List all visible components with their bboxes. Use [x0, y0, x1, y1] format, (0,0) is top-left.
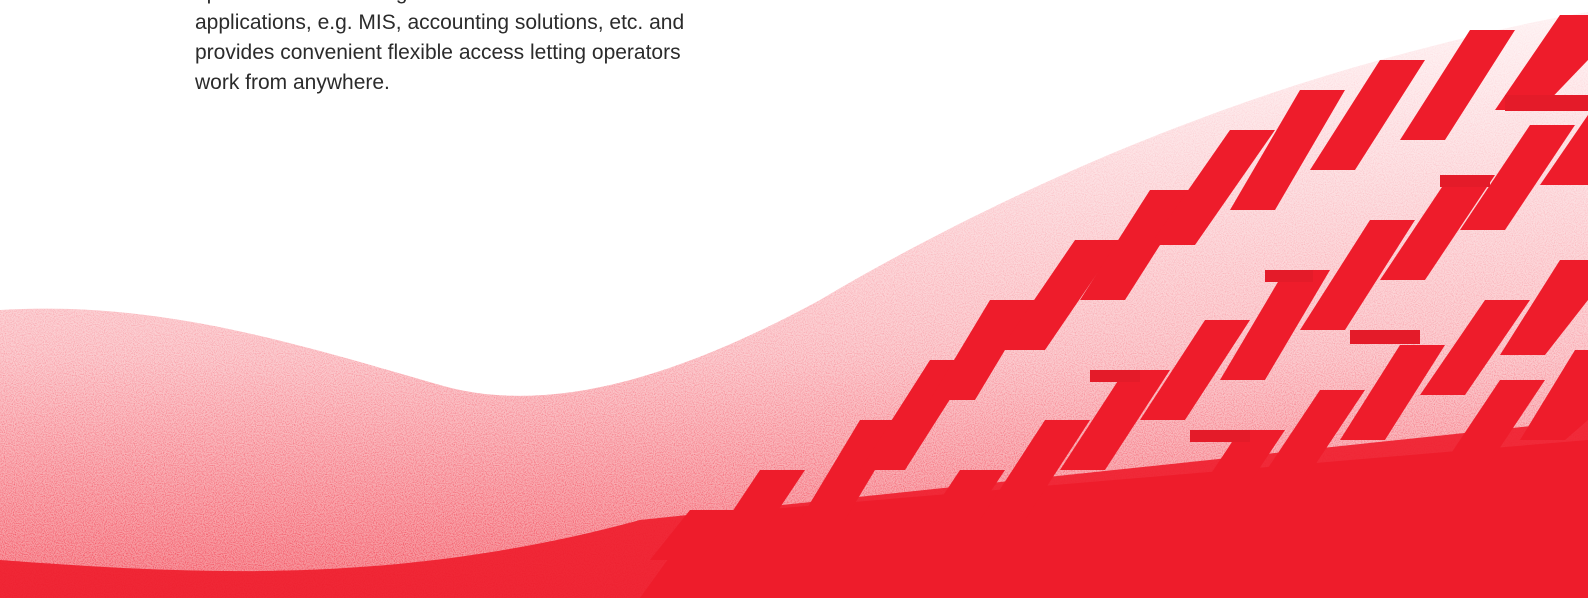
- bottom-divider: [0, 598, 1588, 607]
- description-text: operations in one integrated environment…: [195, 0, 765, 98]
- description-line-2: applications, e.g. MIS, accounting solut…: [195, 11, 685, 34]
- description-line-1: operations in one integrated environment…: [195, 0, 765, 8]
- description-line-4: work from anywhere.: [195, 71, 390, 94]
- description-line-3: provides convenient flexible access lett…: [195, 41, 681, 64]
- zigzag-stripes: [650, 15, 1588, 560]
